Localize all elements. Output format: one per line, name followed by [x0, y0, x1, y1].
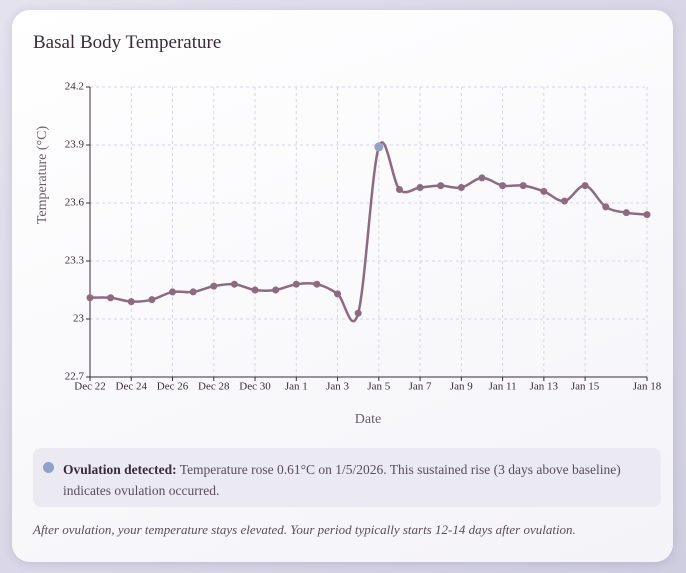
x-axis-label: Date — [355, 412, 381, 427]
y-tick-label: 23.6 — [65, 197, 85, 209]
notice-dot — [43, 462, 54, 473]
notice: Ovulation detected: Temperature rose 0.6… — [33, 448, 661, 507]
point — [127, 298, 135, 306]
point — [457, 184, 465, 192]
y-tick-label: 23.9 — [65, 139, 85, 151]
x-tick-label: Jan 18 — [633, 381, 662, 393]
x-tick-label: Dec 28 — [198, 381, 230, 393]
x-tick-label: Dec 30 — [239, 381, 271, 393]
point — [272, 286, 280, 294]
point — [230, 280, 238, 288]
point — [395, 185, 403, 193]
x-tick-label: Jan 5 — [367, 381, 390, 393]
point — [499, 182, 507, 190]
x-tick-label: Jan 15 — [571, 381, 600, 393]
y-tick-label: 24.2 — [65, 81, 84, 93]
x-tick-label: Jan 3 — [326, 381, 349, 393]
x-tick-label: Jan 11 — [489, 381, 517, 393]
x-tick-label: Dec 22 — [74, 381, 105, 393]
x-tick-label: Jan 13 — [530, 381, 559, 393]
point — [107, 294, 115, 302]
y-tick-label: 23 — [73, 313, 85, 325]
point — [374, 142, 384, 152]
point — [86, 294, 94, 302]
point — [519, 182, 527, 190]
point — [643, 211, 651, 219]
x-tick-label: Jan 9 — [450, 381, 473, 393]
point — [602, 203, 610, 211]
point — [169, 288, 177, 296]
point — [478, 174, 486, 182]
card-title: Basal Body Temperature — [33, 32, 222, 53]
point — [189, 288, 197, 296]
x-tick-label: Jan 7 — [409, 381, 432, 393]
point — [313, 280, 321, 288]
line — [89, 141, 648, 323]
point — [334, 290, 342, 298]
x-tick-label: Jan 1 — [285, 381, 308, 393]
point — [416, 184, 424, 192]
y-tick-label: 23.3 — [65, 255, 85, 267]
card: Basal Body Temperature Ovulation detecte… — [12, 10, 673, 562]
point — [292, 280, 300, 288]
point — [581, 182, 589, 190]
point — [540, 187, 548, 195]
point — [210, 282, 218, 290]
point — [560, 197, 568, 205]
point — [148, 296, 156, 304]
point — [437, 182, 445, 190]
point — [622, 209, 630, 217]
point — [354, 309, 362, 317]
notice-heading: Ovulation detected: — [63, 462, 177, 477]
point — [251, 286, 259, 294]
notice-text: Temperature rose 0.61°C on 1/5/2026. Thi… — [63, 462, 621, 498]
footnote: After ovulation, your temperature stays … — [33, 522, 576, 537]
x-tick-label: Dec 24 — [116, 381, 148, 393]
y-tick-label: 22.7 — [65, 371, 85, 383]
y-axis-label: Temperature (°C) — [35, 126, 50, 225]
x-tick-label: Dec 26 — [157, 381, 189, 393]
